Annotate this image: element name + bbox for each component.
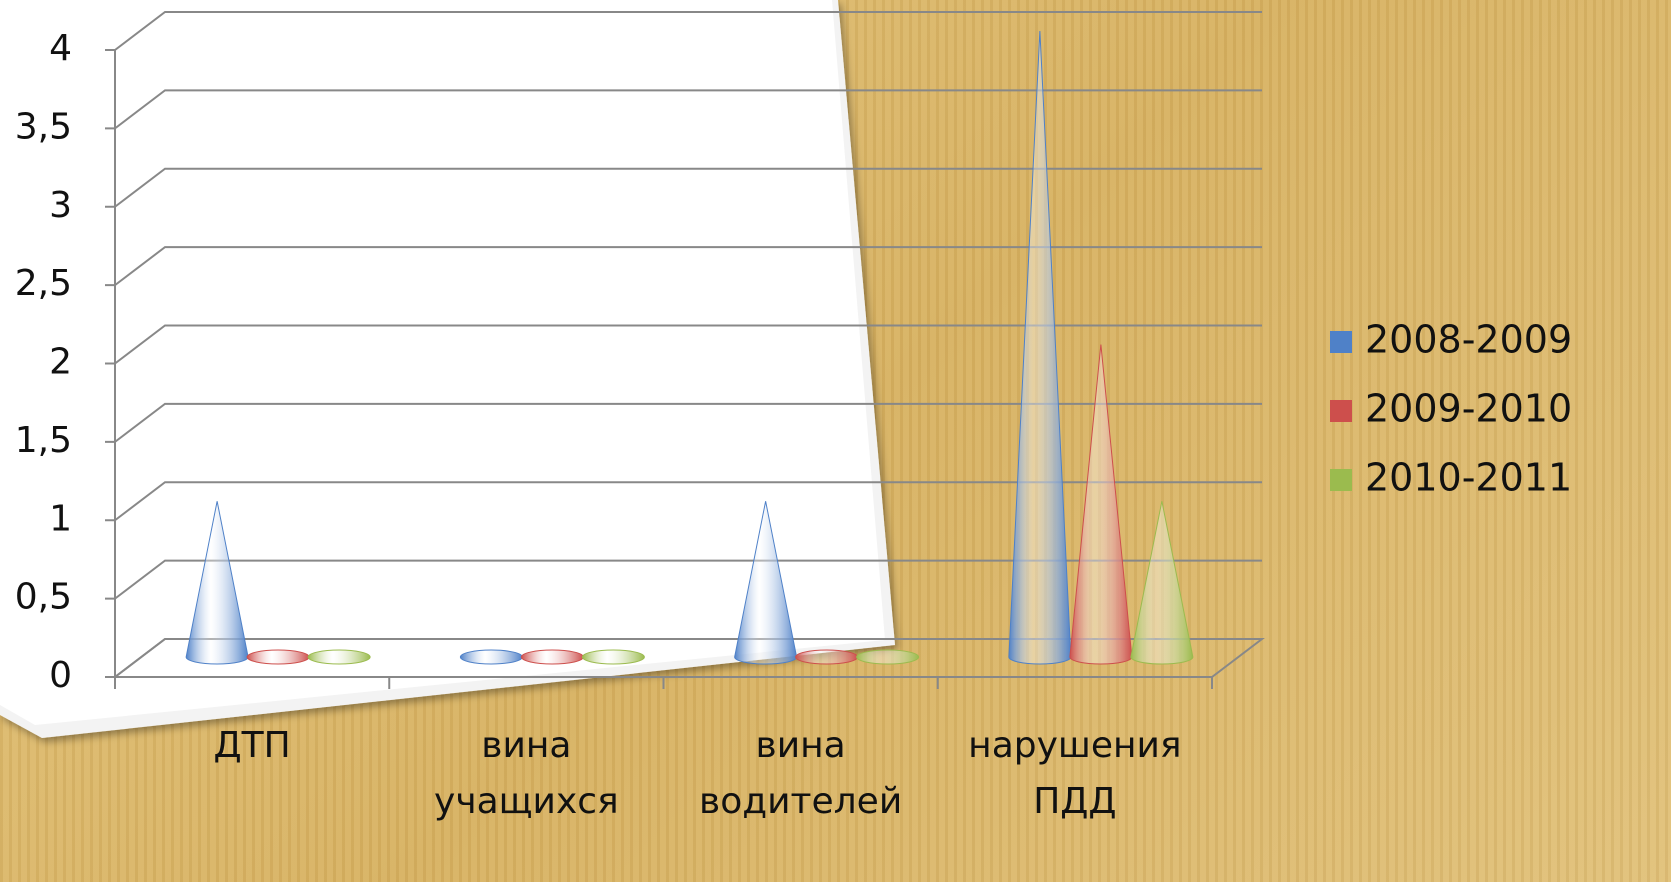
y-tick-label: 3,5 (15, 106, 72, 147)
y-tick-label: 0,5 (15, 577, 72, 618)
legend-label: 2008-2009 (1365, 318, 1572, 362)
cone (1008, 30, 1072, 665)
x-tick-label: вина учащихся (434, 725, 619, 822)
grid-line (114, 402, 1262, 443)
grid-line (114, 481, 1262, 522)
cone (307, 649, 371, 665)
cone (520, 649, 584, 665)
legend-swatch (1330, 469, 1352, 491)
grid-line (114, 559, 1262, 600)
grid-line (114, 11, 1262, 51)
y-tick-label: 1 (49, 498, 72, 539)
y-tick-label: 4 (49, 28, 72, 69)
cone (795, 649, 859, 665)
y-tick-label: 0 (49, 655, 72, 696)
x-tick-label: нарушения ПДД (968, 725, 1182, 822)
legend-label: 2009-2010 (1365, 387, 1572, 431)
x-tick-label: вина водителей (699, 725, 903, 822)
cone (185, 501, 249, 665)
cone (1069, 344, 1133, 665)
y-tick-label: 1,5 (15, 420, 72, 461)
legend-label: 2010-2011 (1365, 456, 1572, 500)
x-tick-label: ДТП (213, 725, 291, 766)
cone (734, 501, 798, 665)
cone (246, 649, 310, 665)
grid-line (114, 167, 1262, 208)
cone (1130, 501, 1194, 665)
grid-line (114, 89, 1262, 130)
grid-line (114, 638, 1262, 678)
grid-line (114, 324, 1262, 365)
grid-line (114, 246, 1262, 286)
y-tick-label: 2 (49, 342, 72, 383)
cone (459, 649, 523, 665)
y-tick-label: 3 (49, 185, 72, 226)
y-tick-label: 2,5 (15, 263, 72, 304)
cone (856, 649, 920, 665)
cone (581, 649, 645, 665)
legend-swatch (1330, 331, 1352, 353)
legend-swatch (1330, 400, 1352, 422)
